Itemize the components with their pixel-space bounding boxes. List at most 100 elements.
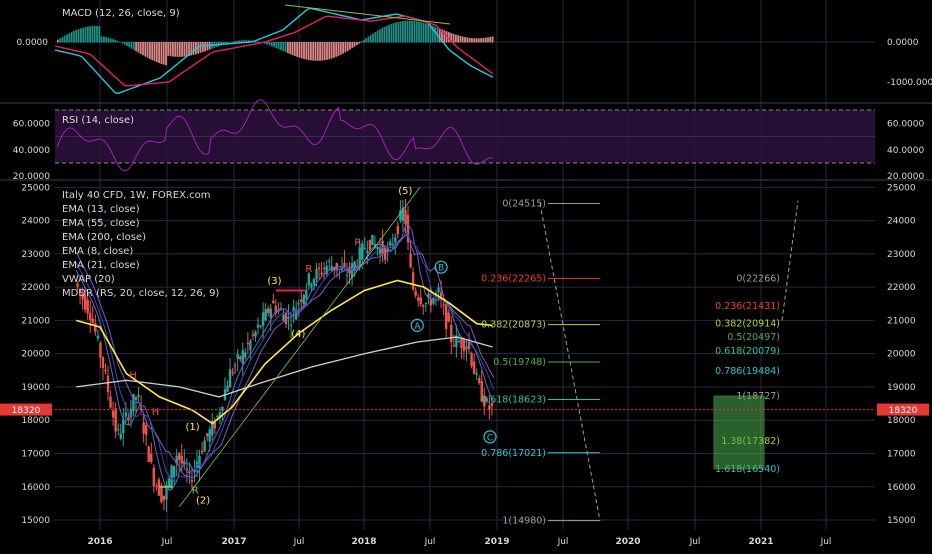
macd-histogram-bar (475, 38, 478, 43)
macd-histogram-bar (351, 42, 354, 49)
candle-body (297, 303, 300, 305)
candle-body (371, 234, 374, 245)
candle-body (422, 305, 425, 307)
candle-body (424, 303, 428, 305)
candle-body (378, 247, 382, 255)
macd-histogram-bar (464, 37, 466, 43)
wave-label: C (487, 433, 493, 443)
candle-body (399, 210, 402, 221)
macd-histogram-bar (254, 41, 257, 43)
macd-histogram-bar (91, 25, 94, 43)
fib-right-label: 0.382(20914) (715, 318, 780, 329)
macd-histogram-bar (93, 25, 96, 43)
macd-histogram-bar (459, 35, 462, 43)
macd-histogram-bar (137, 42, 140, 53)
macd-histogram-bar (333, 42, 335, 58)
macd-histogram-bar (480, 38, 482, 43)
macd-histogram-bar (227, 42, 229, 44)
macd-histogram-bar (443, 30, 446, 43)
y-tick-left: 19000 (21, 383, 50, 393)
fib-left-label: 0.236(22265) (481, 273, 546, 284)
macd-histogram-bar (438, 28, 441, 43)
y-tick-left: 17000 (21, 449, 50, 459)
candle-body (259, 325, 262, 327)
macd-histogram-bar (178, 42, 181, 57)
candle-body (139, 407, 143, 410)
candle-body (305, 289, 308, 299)
candle-body (81, 291, 84, 300)
rsi-y-tick-right: 20.0000 (887, 172, 924, 182)
macd-histogram-bar (344, 42, 347, 53)
ema-13-line (75, 230, 495, 483)
x-tick-label: Jul (293, 537, 305, 547)
candle-body (490, 402, 494, 406)
candle-body (231, 372, 234, 374)
x-tick-label: Jul (820, 537, 832, 547)
y-tick-right: 17000 (887, 449, 916, 459)
last-price-badge (0, 403, 52, 416)
candle-body (193, 469, 196, 473)
macd-histogram-bar (57, 39, 59, 43)
y-tick-right: 22000 (887, 283, 916, 293)
macd-histogram-bar (296, 42, 298, 57)
candle-body (147, 446, 150, 463)
macd-histogram-bar (89, 26, 91, 43)
y-tick-right: 21000 (887, 316, 916, 326)
candle-body (106, 375, 110, 392)
candle-body (279, 308, 283, 310)
macd-histogram-bar (326, 42, 328, 60)
candle-body (152, 467, 155, 487)
macd-histogram-bar (61, 36, 64, 43)
macd-histogram-bar (482, 38, 485, 43)
candle-body (76, 283, 79, 287)
macd-histogram-bar (284, 42, 287, 53)
ema-8-line (75, 221, 495, 491)
wave-label: B (438, 264, 444, 274)
candle-body (389, 241, 392, 246)
candle-body (211, 420, 214, 436)
macd-histogram-bar (385, 25, 388, 43)
indicator-vwap: VWAP (20) (62, 274, 115, 285)
x-tick-label: Jul (424, 537, 436, 547)
y-tick-left: 25000 (21, 183, 50, 193)
candle-body (284, 312, 288, 325)
macd-histogram-bar (356, 42, 358, 46)
y-tick-left: 23000 (21, 250, 50, 260)
y-tick-left: 16000 (21, 483, 50, 493)
wave-label: (1) (185, 422, 199, 433)
macd-histogram-bar (321, 42, 324, 61)
macd-histogram-bar (139, 42, 142, 54)
y-tick-right: 18000 (887, 416, 916, 426)
candle-body (172, 466, 176, 477)
candle-body (188, 470, 191, 473)
macd-y-tick-left: 0.0000 (17, 38, 49, 48)
candle-body (165, 485, 168, 500)
candle-body (137, 394, 140, 397)
macd-histogram-bar (270, 42, 273, 47)
wave-label: (5) (398, 186, 412, 197)
candle-body (409, 253, 412, 267)
macd-histogram-bar (158, 42, 160, 64)
indicator-ema200: EMA (200, close) (62, 232, 146, 243)
macd-histogram-bar (395, 22, 397, 43)
macd-histogram-bar (287, 42, 289, 54)
macd-histogram-bar (468, 37, 471, 43)
macd-histogram-bar (342, 42, 344, 54)
macd-histogram-bar (153, 42, 156, 62)
rsi-title: RSI (14, close) (62, 115, 135, 126)
macd-histogram-bar (291, 42, 294, 56)
y-tick-left: 20000 (21, 350, 50, 360)
macd-histogram-bar (319, 42, 321, 61)
macd-histogram-bar (169, 42, 172, 57)
candle-body (411, 272, 415, 290)
macd-histogram-bar (123, 42, 126, 45)
macd-histogram-bar (119, 41, 121, 43)
candle-body (274, 305, 278, 314)
macd-histogram-bar (188, 42, 190, 56)
macd-pane (54, 4, 875, 95)
macd-y-tick-right: 0.0000 (887, 38, 919, 48)
macd-histogram-bar (473, 38, 476, 43)
candle-body (167, 478, 171, 487)
